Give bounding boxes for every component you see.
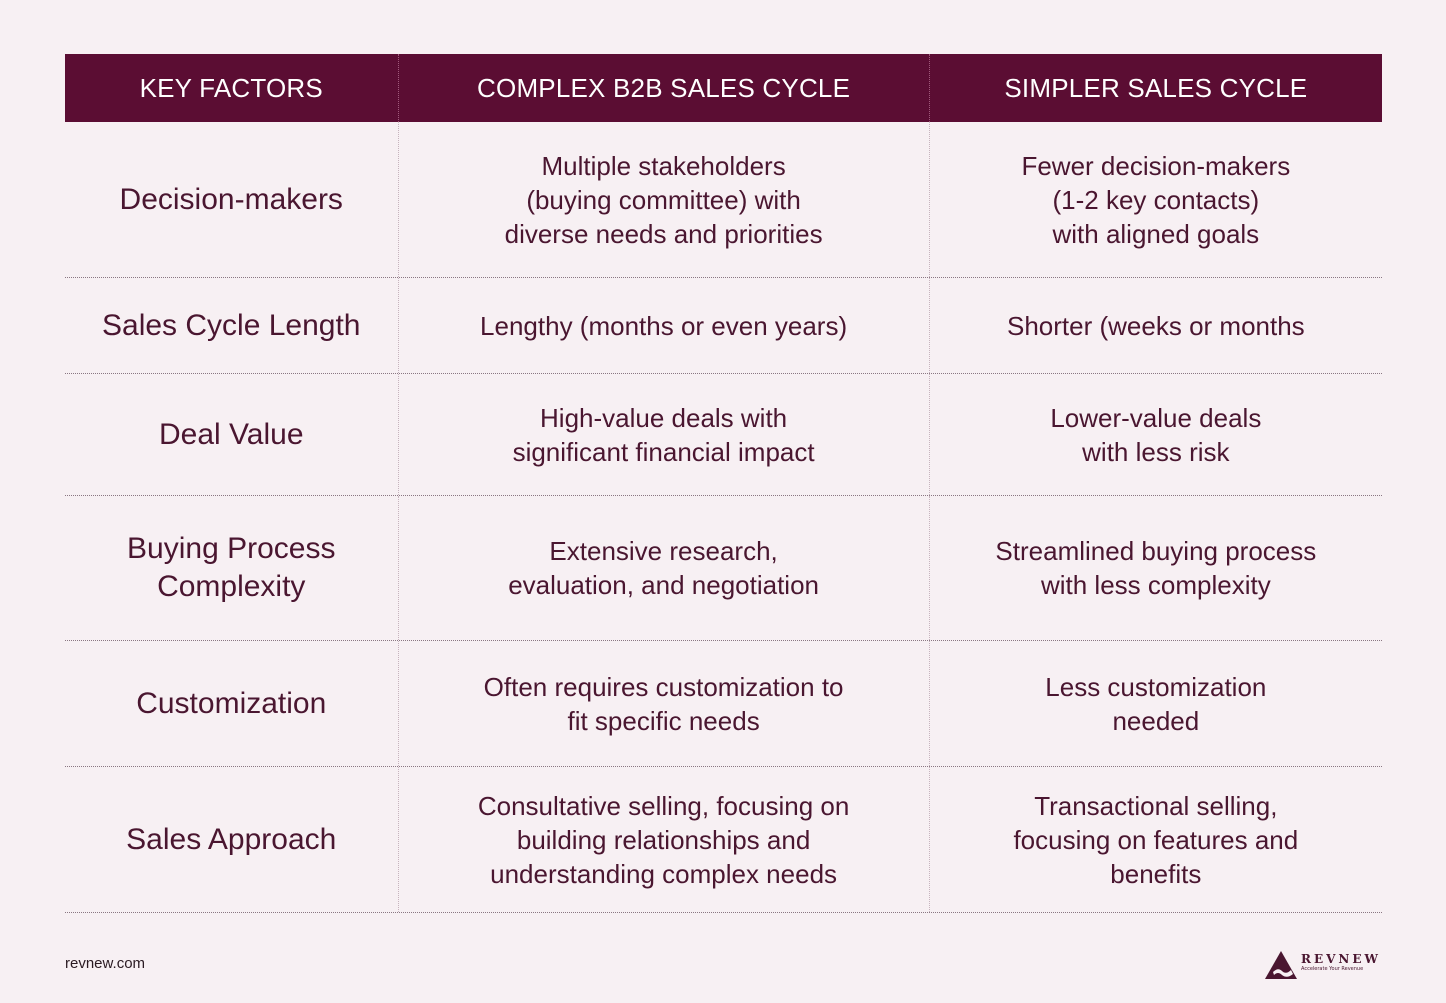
factor-cell: Sales Cycle Length — [102, 308, 361, 342]
factor-cell: Decision-makers — [119, 182, 343, 216]
table-row: Customization Often requires customizati… — [65, 641, 1382, 767]
table-row: Buying Process Complexity Extensive rese… — [65, 496, 1382, 641]
factor-cell: Deal Value — [158, 417, 304, 451]
header-key-factors: KEY FACTORS — [139, 72, 323, 103]
table-row: Sales Approach Consultative selling, foc… — [65, 767, 1382, 913]
complex-cell: Consultative selling, focusing on buildi… — [397, 767, 929, 912]
logo-tagline: Accelerate Your Revenue — [1301, 966, 1364, 972]
header-simpler: SIMPLER SALES CYCLE — [928, 54, 1382, 122]
simple-cell: Lower-value deals with less risk — [928, 374, 1382, 495]
simple-cell: Less customization needed — [928, 641, 1382, 766]
footer-site-url[interactable]: revnew.com — [65, 955, 146, 972]
simple-cell: Shorter (weeks or months — [928, 278, 1382, 373]
simple-cell: Streamlined buying process with less com… — [928, 496, 1382, 640]
table-header: KEY FACTORS COMPLEX B2B SALES CYCLE SIMP… — [65, 54, 1382, 122]
comparison-table: KEY FACTORS COMPLEX B2B SALES CYCLE SIMP… — [65, 54, 1382, 913]
factor-cell: Buying Process Complexity — [127, 532, 336, 603]
revnew-logo: REVNEW Accelerate Your Revenue — [1264, 950, 1386, 980]
factor-cell: Customization — [136, 686, 327, 720]
factor-cell: Sales Approach — [126, 822, 337, 856]
table-row: Sales Cycle Length Lengthy (months or ev… — [65, 278, 1382, 374]
complex-cell: Lengthy (months or even years) — [397, 278, 929, 373]
simple-cell: Transactional selling, focusing on featu… — [928, 767, 1382, 912]
complex-cell: Extensive research, evaluation, and nego… — [397, 496, 929, 640]
header-complex-b2b: COMPLEX B2B SALES CYCLE — [397, 54, 929, 122]
complex-cell: Multiple stakeholders (buying committee)… — [397, 122, 929, 277]
table-row: Deal Value High-value deals with signifi… — [65, 374, 1382, 496]
complex-cell: Often requires customization to fit spec… — [397, 641, 929, 766]
simple-cell: Fewer decision-makers (1-2 key contacts)… — [928, 122, 1382, 277]
table-row: Decision-makers Multiple stakeholders (b… — [65, 122, 1382, 278]
logo-name: REVNEW — [1301, 952, 1382, 966]
complex-cell: High-value deals with significant financ… — [397, 374, 929, 495]
revnew-mountain-icon — [1265, 951, 1297, 979]
